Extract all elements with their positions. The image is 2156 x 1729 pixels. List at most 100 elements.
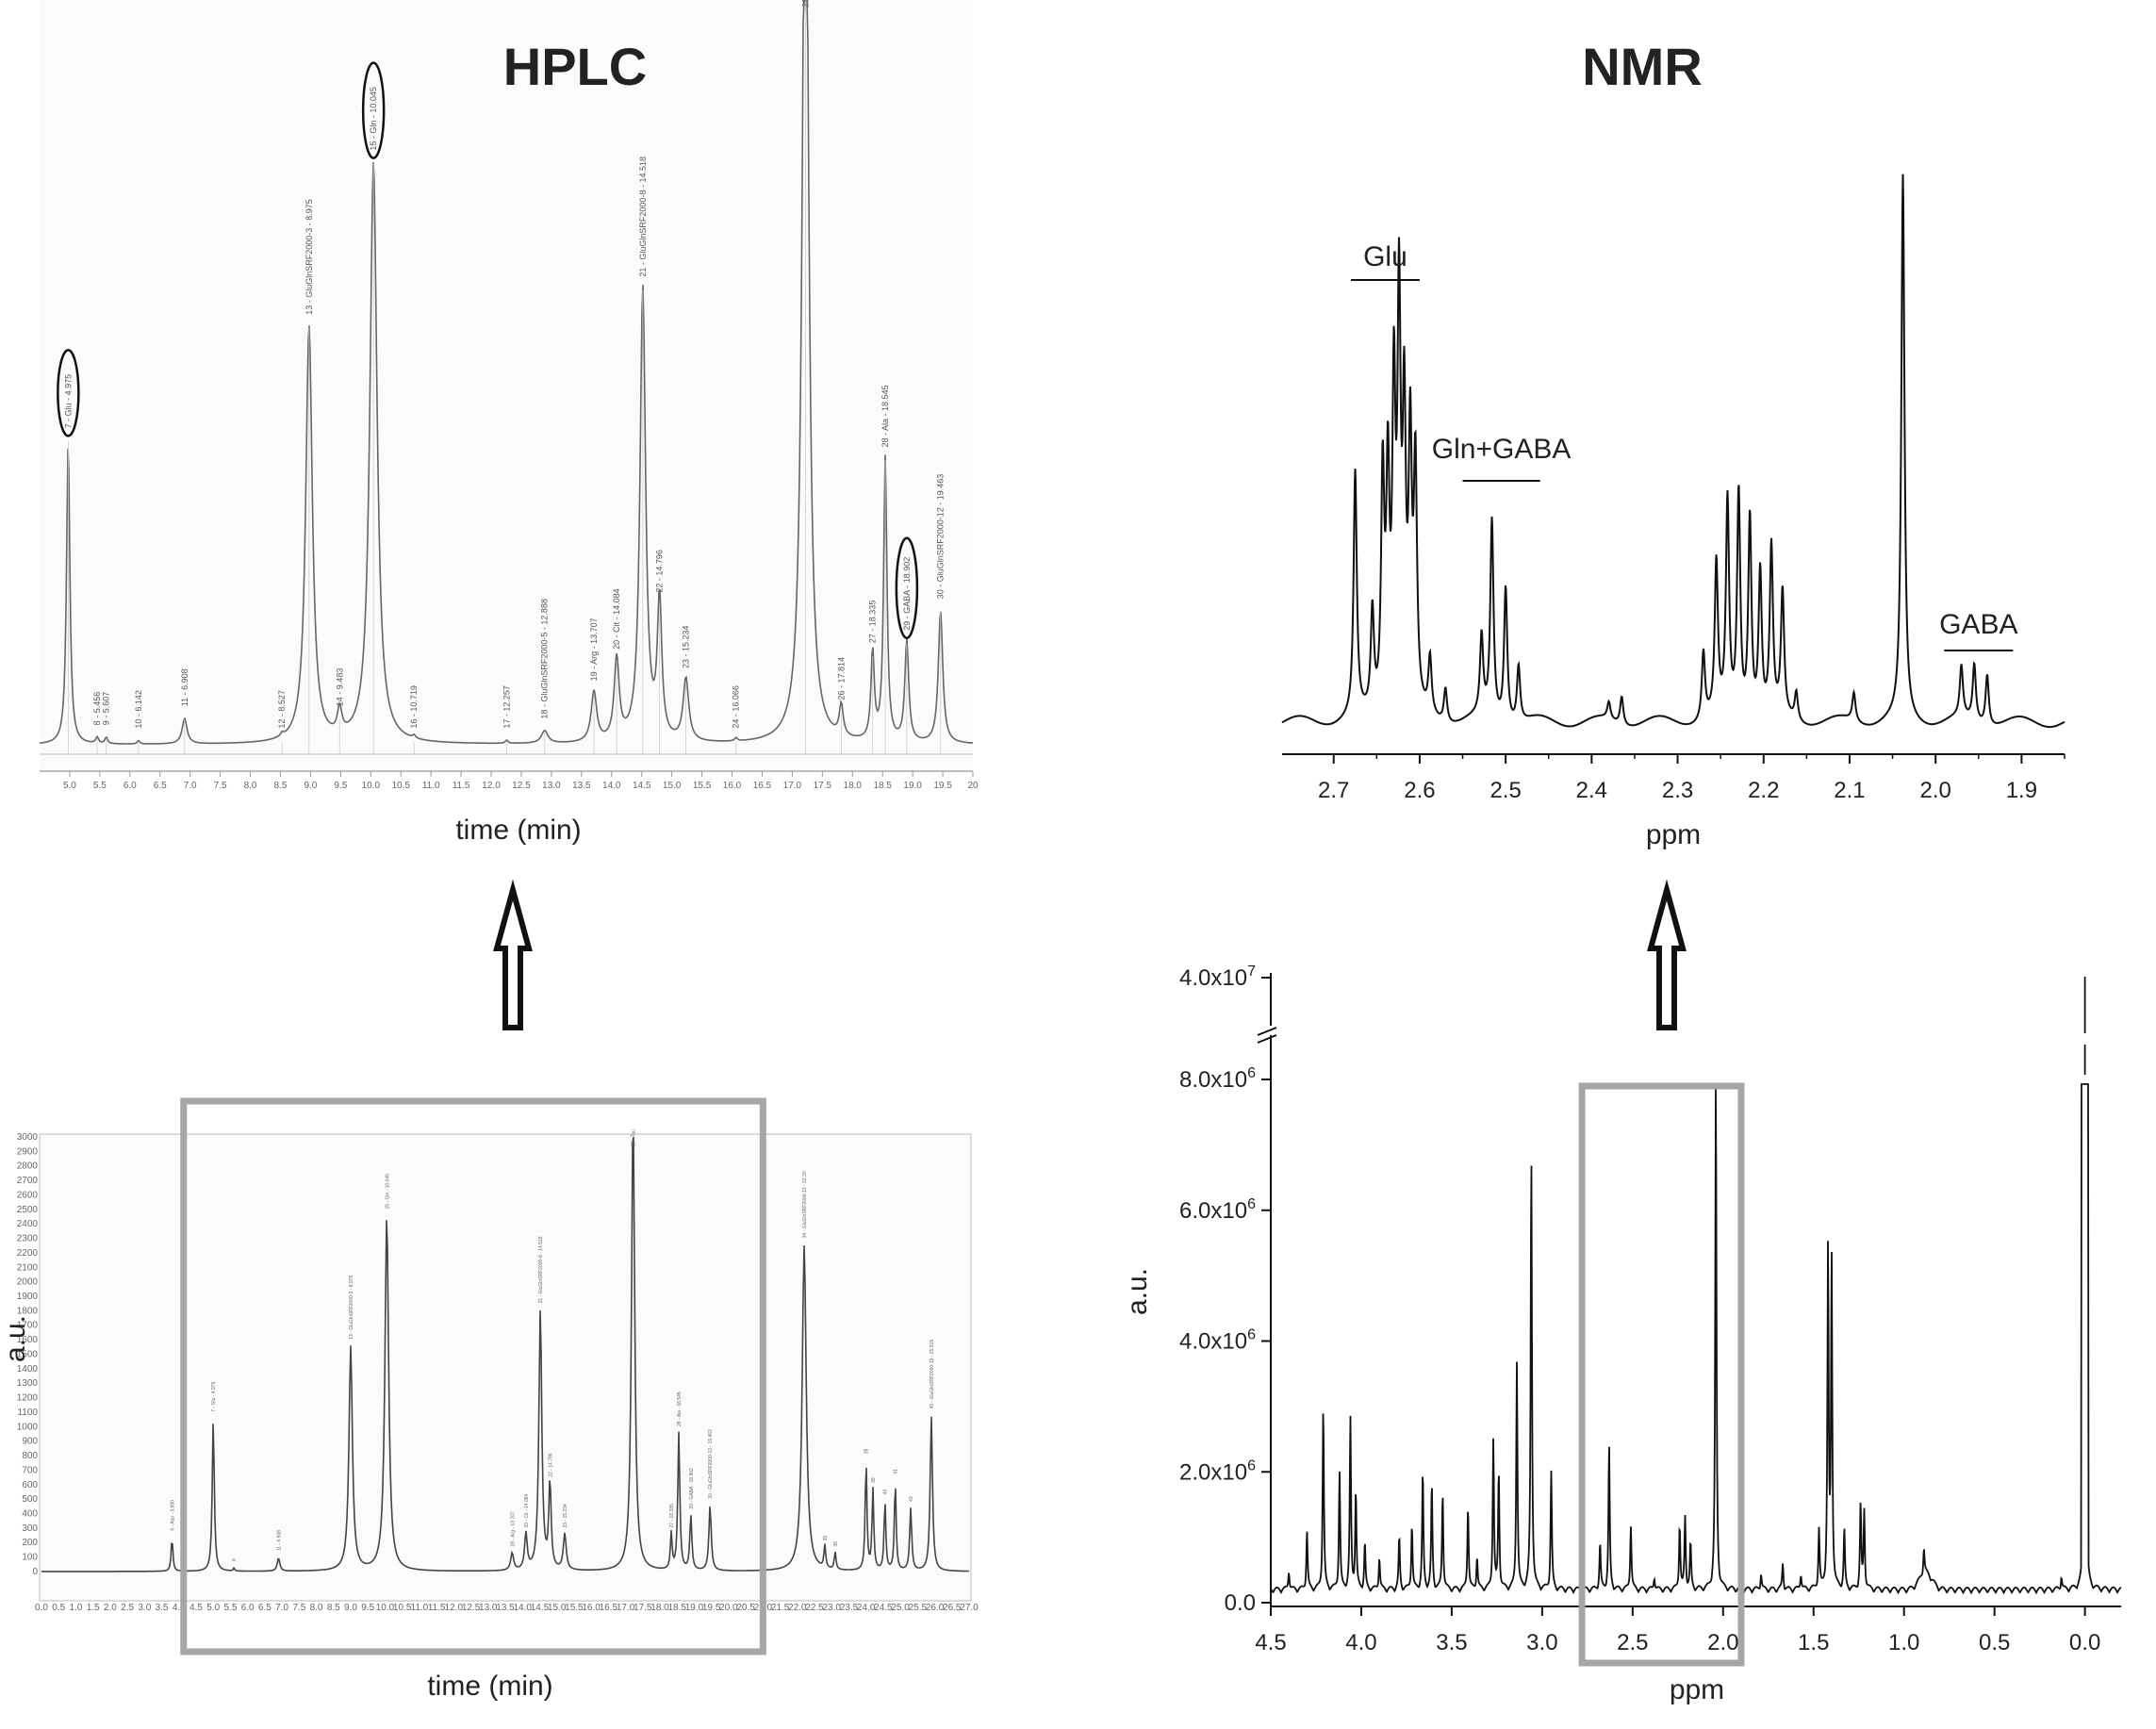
hplc-zoom-peak-label: 18 - GluGlnSRF2000-5 - 12.888 <box>540 599 550 719</box>
hplc-full-x-tick-label: 18.5 <box>667 1603 686 1613</box>
hplc-full-x-tick-label: 12.0 <box>445 1603 464 1613</box>
hplc-full-peak-label: 6 - Asp - 3.990 <box>170 1500 175 1531</box>
hplc-zoom-x-tick-label: 16.5 <box>753 781 772 791</box>
hplc-full-x-tick-label: 11.5 <box>428 1603 446 1613</box>
hplc-zoom-peak-label: 27 - 18.335 <box>868 601 878 644</box>
hplc-zoom-peak-label: 28 - Ala - 18.545 <box>881 385 890 447</box>
nmr-zoom-x-tick-label: 2.2 <box>1748 778 1779 803</box>
nmr-zoom-x-axis: 2.7 2.6 2.5 2.4 2.3 2.2 2.1 2.0 1.9 <box>1282 753 2065 803</box>
hplc-full-x-tick-label: 24.5 <box>874 1603 893 1613</box>
hplc-full-peak-label: 25 - Tau <box>632 1129 637 1146</box>
hplc-full-peak-label: 36 <box>833 1541 839 1547</box>
hplc-full-chart: 0.0 0.5 1.0 1.5 2.0 2.5 3.0 3.5 4.0 4.5 5.0 5.5 6.0 6… <box>0 1097 979 1702</box>
hplc-zoom-circled-peak <box>895 536 919 640</box>
hplc-full-y-tick-label: 0 <box>32 1567 38 1577</box>
nmr-full-x-tick-label: 2.5 <box>1617 1630 1648 1655</box>
hplc-full-peak-label: 38 <box>864 1448 870 1454</box>
nmr-full-y-tick-label: 4.0x107 <box>1179 963 1256 991</box>
nmr-zoom-x-tick-label: 2.4 <box>1576 778 1607 803</box>
hplc-full-x-tick-label: 13.0 <box>479 1603 498 1613</box>
hplc-full-x-tick-label: 6.0 <box>241 1603 255 1613</box>
hplc-full-y-tick-label: 2800 <box>17 1161 39 1172</box>
hplc-full-x-tick-label: 3.5 <box>156 1603 169 1613</box>
hplc-full-x-tick-label: 2.5 <box>121 1603 134 1613</box>
hplc-zoom-x-tick-label: 20 <box>967 781 979 791</box>
hplc-full-peak-label: 43 <box>909 1496 914 1502</box>
hplc-full-x-tick-label: 4.5 <box>189 1603 203 1613</box>
hplc-full-axes: 0.0 0.5 1.0 1.5 2.0 2.5 3.0 3.5 4.0 4.5 5.0 5.5 6.0 6… <box>17 1132 979 1613</box>
nmr-zoom-chart: NMR 2.7 2.6 2.5 2.4 2.3 2.2 2.1 2.0 1.9 Glu Gln+G… <box>1281 37 2065 850</box>
hplc-full-x-tick-label: 17.5 <box>634 1603 652 1613</box>
hplc-full-peak-label: 19 - Arg - 13.707 <box>510 1511 516 1546</box>
hplc-full-y-tick-label: 2900 <box>17 1146 39 1157</box>
nmr-zoom-x-tick-label: 1.9 <box>2006 778 2037 803</box>
hplc-zoom-circled-peak <box>57 349 80 437</box>
nmr-zoom-x-tick-label: 2.7 <box>1318 778 1349 803</box>
hplc-full-x-tick-label: 24.0 <box>857 1603 876 1613</box>
hplc-full-y-tick-label: 2700 <box>17 1176 39 1186</box>
nmr-zoom-x-tick-label: 2.5 <box>1489 778 1521 803</box>
hplc-full-y-tick-label: 1700 <box>17 1321 39 1331</box>
hplc-zoom-peak-label: 12 - 8.527 <box>277 690 287 729</box>
hplc-full-peak-label: 23 - 15.234 <box>563 1504 568 1528</box>
hplc-zoom-x-tick-label: 15.0 <box>663 781 682 791</box>
hplc-full-x-tick-label: 4.0 <box>173 1603 186 1613</box>
hplc-zoom-x-tick-label: 12.5 <box>512 781 531 791</box>
nmr-full-axes: 4.5 4.0 3.5 3.0 2.5 2.0 1.5 1.0 0.5 0.0 0.0 2.0x106… <box>1179 963 2121 1655</box>
nmr-zoom-annotation-label: Gln+GABA <box>1432 434 1572 465</box>
nmr-zoom-x-tick-label: 2.1 <box>1834 778 1865 803</box>
hplc-zoom-peak-label: 29 - GABA - 18.902 <box>902 557 912 631</box>
hplc-zoom-x-tick-label: 13.0 <box>542 781 561 791</box>
hplc-full-peak-label: 27 - 18.335 <box>669 1504 675 1528</box>
hplc-full-x-tick-label: 5.5 <box>223 1603 237 1613</box>
nmr-zoom-annotation-label: GABA <box>1939 609 2017 640</box>
hplc-zoom-x-tick-label: 11.5 <box>453 781 470 791</box>
hplc-zoom-x-tick-label: 10.5 <box>391 781 410 791</box>
hplc-zoom-x-tick-label: 8.0 <box>244 781 257 791</box>
hplc-zoom-peak-label: 16 - 10.719 <box>409 685 419 729</box>
hplc-full-y-tick-label: 3000 <box>17 1132 39 1143</box>
hplc-zoom-x-tick-label: 7.0 <box>184 781 197 791</box>
hplc-full-y-tick-label: 100 <box>22 1553 38 1563</box>
hplc-zoom-peak-label: 24 - 16.066 <box>732 685 741 729</box>
hplc-full-x-tick-label: 23.5 <box>840 1603 859 1613</box>
hplc-full-y-tick-label: 1600 <box>17 1335 39 1345</box>
hplc-full-peak-label: 7 - Glu - 4.975 <box>211 1381 217 1411</box>
hplc-full-x-axis-label: time (min) <box>427 1671 552 1702</box>
hplc-full-y-tick-label: 600 <box>22 1480 38 1490</box>
hplc-full-frame <box>39 1133 972 1602</box>
hplc-full-y-tick-label: 900 <box>22 1437 38 1447</box>
hplc-zoom-trace <box>39 0 974 745</box>
hplc-full-peak-label: 39 <box>871 1477 877 1483</box>
hplc-full-x-tick-label: 21.5 <box>771 1603 790 1613</box>
hplc-full-x-tick-label: 22.0 <box>788 1603 807 1613</box>
hplc-zoom-x-tick-label: 14.5 <box>633 781 651 791</box>
hplc-full-y-tick-label: 2200 <box>17 1248 39 1259</box>
hplc-full-x-tick-label: 26.5 <box>943 1603 962 1613</box>
hplc-title: HPLC <box>503 37 647 96</box>
hplc-full-trace <box>41 1136 969 1573</box>
hplc-zoom-peak-labels: 7 - Glu - 4.975 8 - 5.456 9 - 5.607 10 - 6.… <box>57 0 946 754</box>
nmr-full-x-tick-label: 3.0 <box>1526 1630 1557 1655</box>
hplc-zoom-x-tick-label: 9.5 <box>334 781 347 791</box>
hplc-full-x-tick-label: 6.5 <box>258 1603 272 1613</box>
nmr-full-y-tick-label: 4.0x106 <box>1179 1327 1256 1355</box>
hplc-zoom-peak-label: 13 - GluGlnSRF2000-3 - 8.975 <box>304 199 314 315</box>
hplc-zoom-x-axis: 5.0 5.5 6.0 6.5 7.0 7.5 8.0 8.5 9.0 9.5 10.0 10.5 11… <box>40 753 979 791</box>
hplc-full-x-tick-label: 22.5 <box>805 1603 824 1613</box>
hplc-full-peak-label: 45 - GluGlnSRF2000-15 - 25.915 <box>930 1340 935 1409</box>
hplc-full-x-tick-label: 7.0 <box>275 1603 288 1613</box>
hplc-full-peak-label: 13 - GluGlnSRF2000-3 - 8.975 <box>349 1275 354 1339</box>
hplc-zoom-x-tick-label: 17.5 <box>814 781 832 791</box>
hplc-full-x-tick-label: 9.0 <box>344 1603 357 1613</box>
nmr-full-chart: 4.5 4.0 3.5 3.0 2.5 2.0 1.5 1.0 0.5 0.0 0.0 2.0x106… <box>1122 963 2122 1705</box>
hplc-zoom-peak-label: 10 - 6.142 <box>134 690 143 729</box>
hplc-full-x-tick-label: 20.0 <box>719 1603 738 1613</box>
hplc-zoom-x-tick-label: 19.5 <box>933 781 952 791</box>
nmr-full-y-tick-label: 6.0x106 <box>1179 1196 1256 1224</box>
hplc-full-peak-label: 34 - GluGlnSRF2000-13 - 22.20 <box>802 1171 808 1238</box>
hplc-zoom-x-tick-label: 6.0 <box>123 781 137 791</box>
hplc-full-x-tick-label: 17.0 <box>617 1603 635 1613</box>
hplc-full-y-tick-label: 400 <box>22 1508 38 1519</box>
